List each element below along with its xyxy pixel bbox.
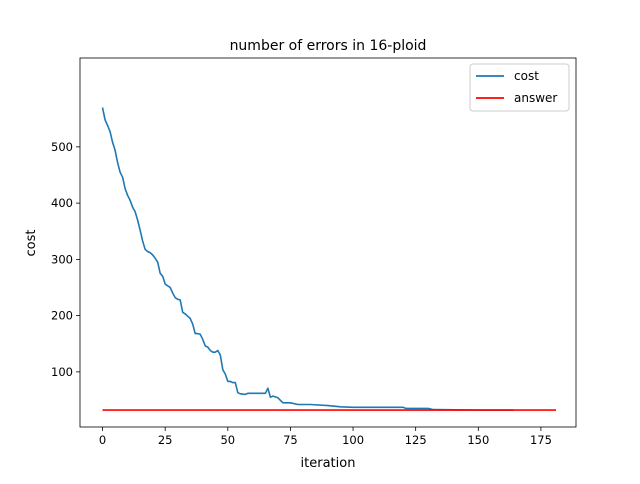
x-axis-ticks: 0 25 50 75 100 125 150 175 (99, 427, 552, 447)
x-tick-label: 25 (158, 433, 173, 447)
x-tick-label: 0 (99, 433, 106, 447)
x-tick-label: 125 (405, 433, 427, 447)
x-tick-label: 175 (530, 433, 552, 447)
y-tick-label: 400 (51, 196, 73, 210)
y-tick-label: 200 (51, 309, 73, 323)
x-tick-label: 100 (342, 433, 364, 447)
x-axis-label: iteration (301, 456, 356, 471)
y-tick-label: 300 (51, 252, 73, 266)
series-line-cost (101, 107, 514, 411)
x-tick-label: 150 (467, 433, 489, 447)
legend-label-answer: answer (514, 91, 557, 105)
axes-frame (79, 57, 577, 428)
legend-label-cost: cost (514, 69, 539, 83)
y-axis-label: cost (24, 230, 39, 257)
y-tick-label: 100 (51, 365, 73, 379)
x-tick-label: 75 (283, 433, 298, 447)
plot-area (79, 57, 577, 428)
legend: cost answer (469, 63, 570, 112)
y-tick-label: 500 (51, 140, 73, 154)
chart-title: number of errors in 16-ploid (230, 38, 427, 54)
y-axis-ticks: 100 200 300 400 500 (51, 140, 80, 379)
x-tick-label: 50 (220, 433, 235, 447)
